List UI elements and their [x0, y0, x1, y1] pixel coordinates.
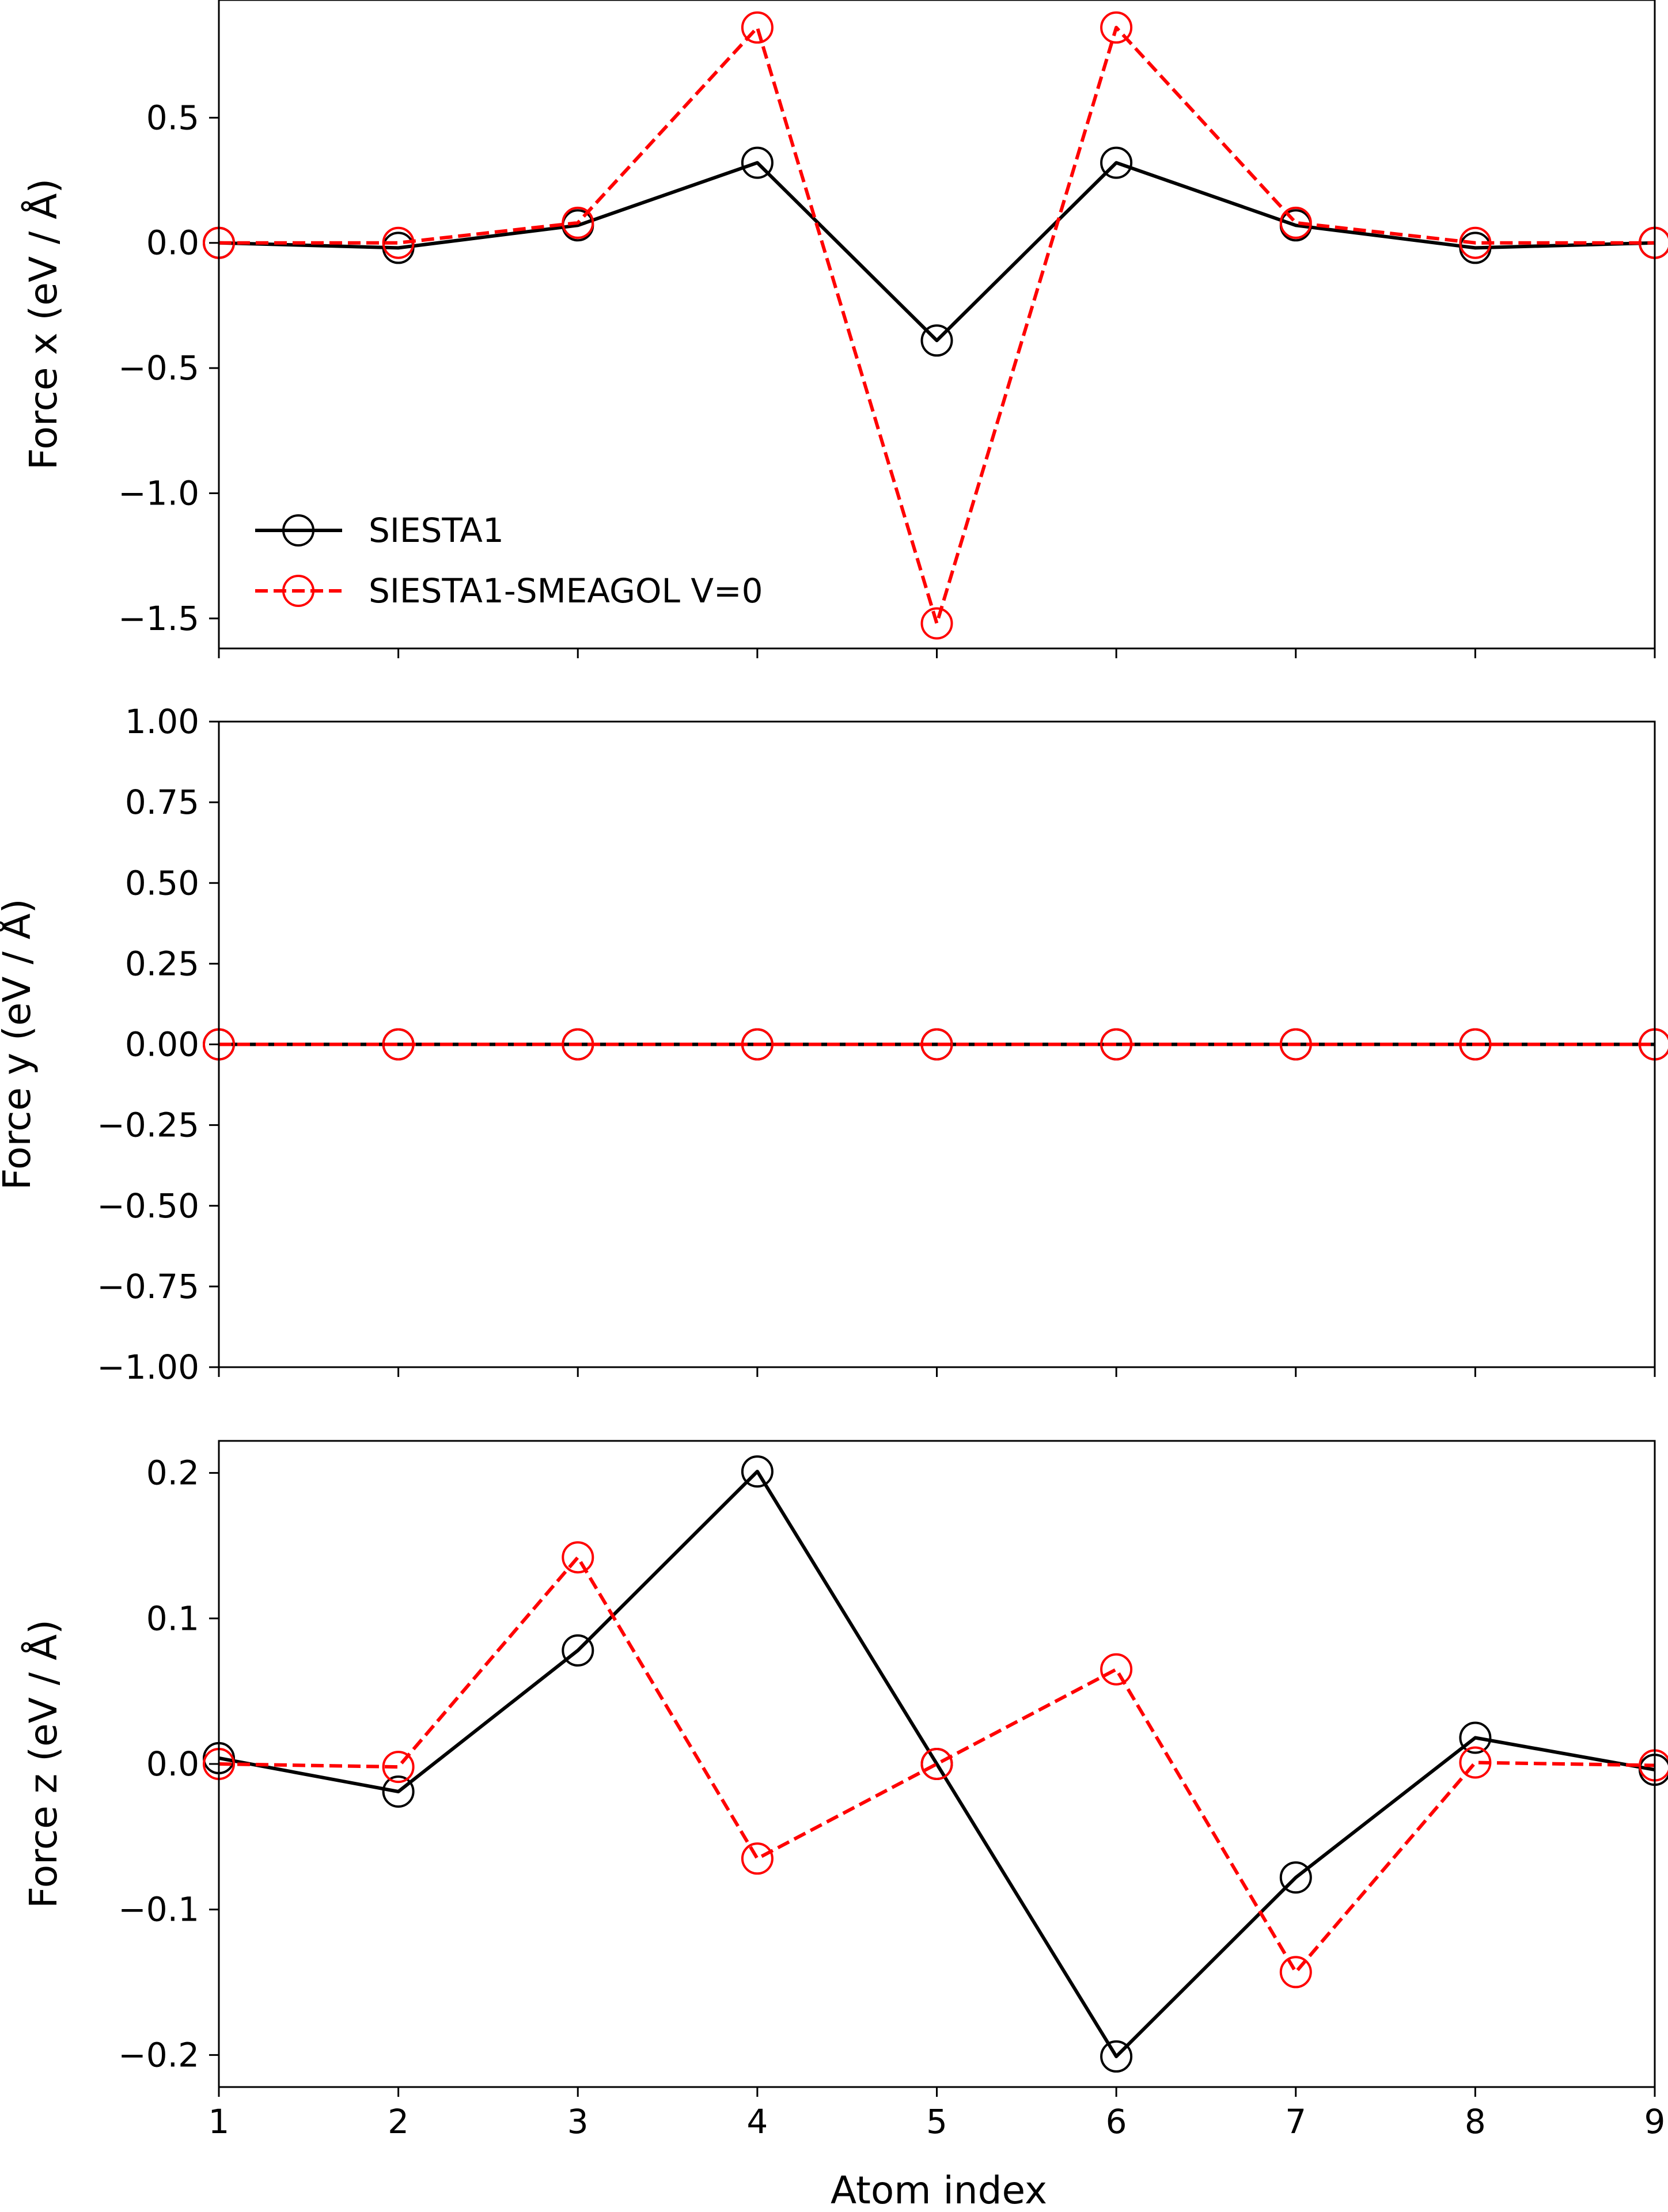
data-point-siesta1 [382, 1775, 415, 1808]
data-point-siesta1-smeagol [1459, 1028, 1492, 1061]
x-tick-label: 2 [388, 2102, 409, 2141]
x-tick-label: 6 [1106, 2102, 1127, 2141]
y-tick-label: 0.5 [146, 98, 199, 137]
y-tick-label: −1.00 [97, 1348, 199, 1387]
y-tick-label: −0.75 [97, 1267, 199, 1306]
data-point-siesta1-smeagol [382, 1028, 415, 1061]
data-point-siesta1 [1279, 1861, 1312, 1894]
data-point-siesta1 [1100, 2040, 1133, 2073]
y-tick-label: 1.00 [125, 702, 199, 741]
legend-siesta1-label: SIESTA1 [369, 511, 504, 550]
x-axis-label: Atom index [831, 2168, 1047, 2212]
y-tick-label: −0.1 [118, 1890, 199, 1929]
series-line-siesta1-smeagol [219, 25, 1655, 625]
legend-smeagol-label: SIESTA1-SMEAGOL V=0 [369, 571, 763, 610]
data-point-siesta1-smeagol [1459, 226, 1492, 259]
x-tick-label: 5 [926, 2102, 947, 2141]
y-tick-label: 0.0 [146, 223, 199, 263]
data-point-siesta1-smeagol [562, 1541, 594, 1574]
data-point-siesta1-smeagol [562, 206, 594, 239]
series-line-siesta1 [218, 1470, 1655, 2058]
x-tick-label: 7 [1285, 2102, 1306, 2141]
legend-siesta1-marker [282, 514, 314, 547]
data-point-siesta1 [562, 1634, 594, 1667]
panel-force-y: −1.00 −0.75 −0.50 −0.25 0.00 0.25 0.50 0.75 1.00… [0, 702, 1668, 1387]
series-line-siesta1 [218, 161, 1655, 343]
force-z-x-ticks: 1 2 3 4 5 6 7 8 9 [208, 2087, 1666, 2141]
y-tick-label: −0.5 [118, 348, 199, 388]
panel-force-x: −1.5 −1.0 −0.5 0.0 0.5 Force x (eV / Å) SIES… [21, 0, 1668, 658]
x-tick-label: 9 [1644, 2102, 1666, 2141]
legend: SIESTA1 SIESTA1-SMEAGOL V=0 [255, 511, 763, 610]
force-x-y-axis-label: Force x (eV / Å) [21, 179, 66, 470]
data-point-siesta1-smeagol [920, 607, 953, 640]
y-tick-label: 0.75 [125, 783, 199, 822]
data-point-siesta1-smeagol [1279, 1956, 1312, 1989]
legend-smeagol-marker [282, 575, 314, 607]
data-point-siesta1 [1100, 146, 1133, 179]
data-point-siesta1-smeagol [1279, 1028, 1312, 1061]
data-point-siesta1-smeagol [1100, 1028, 1133, 1061]
x-tick-label: 4 [746, 2102, 768, 2141]
force-y-y-axis-label: Force y (eV / Å) [0, 898, 39, 1190]
y-tick-label: −0.25 [97, 1106, 199, 1145]
data-point-siesta1-smeagol [741, 1842, 774, 1875]
y-tick-label: 0.25 [125, 944, 199, 983]
data-point-siesta1-smeagol [382, 226, 415, 259]
force-z-y-axis-label: Force z (eV / Å) [21, 1619, 66, 1909]
y-tick-label: 0.2 [146, 1454, 199, 1493]
data-point-siesta1-smeagol [382, 1751, 415, 1784]
data-point-siesta1-smeagol [562, 1028, 594, 1061]
force-y-x-ticks [218, 1367, 1656, 1377]
data-point-siesta1-smeagol [920, 1748, 953, 1780]
data-point-siesta1-smeagol [1100, 11, 1133, 44]
x-tick-label: 3 [567, 2102, 589, 2141]
panel-force-z: −0.2 −0.1 0.0 0.1 0.2 1 2 3 4 5 6 7 8 9 Force z (eV … [21, 1440, 1668, 2212]
y-tick-label: 0.50 [125, 863, 199, 902]
force-x-x-ticks [218, 648, 1656, 658]
force-z-y-ticks: −0.2 −0.1 0.0 0.1 0.2 [118, 1454, 219, 2074]
data-point-siesta1 [920, 324, 953, 357]
data-point-siesta1-smeagol [920, 1028, 953, 1061]
data-point-siesta1 [741, 146, 774, 179]
data-point-siesta1-smeagol [1459, 1746, 1492, 1779]
y-tick-label: −1.5 [118, 599, 199, 638]
data-point-siesta1 [1459, 1721, 1492, 1754]
data-point-siesta1-smeagol [741, 1028, 774, 1061]
y-tick-label: −0.50 [97, 1186, 199, 1225]
data-point-siesta1-smeagol [1100, 1653, 1133, 1686]
y-tick-label: 0.00 [125, 1025, 199, 1064]
y-tick-label: 0.0 [146, 1744, 199, 1784]
force-y-y-ticks: −1.00 −0.75 −0.50 −0.25 0.00 0.25 0.50 0.75 1.00 [97, 702, 219, 1387]
data-point-siesta1-smeagol [1279, 206, 1312, 239]
y-tick-label: −0.2 [118, 2035, 199, 2074]
y-tick-label: 0.1 [146, 1599, 199, 1638]
x-tick-label: 1 [208, 2102, 230, 2141]
data-point-siesta1 [741, 1455, 774, 1488]
force-x-y-ticks: −1.5 −1.0 −0.5 0.0 0.5 [118, 98, 219, 638]
y-tick-label: −1.0 [118, 473, 199, 513]
x-tick-label: 8 [1465, 2102, 1486, 2141]
data-point-siesta1-smeagol [741, 11, 774, 44]
